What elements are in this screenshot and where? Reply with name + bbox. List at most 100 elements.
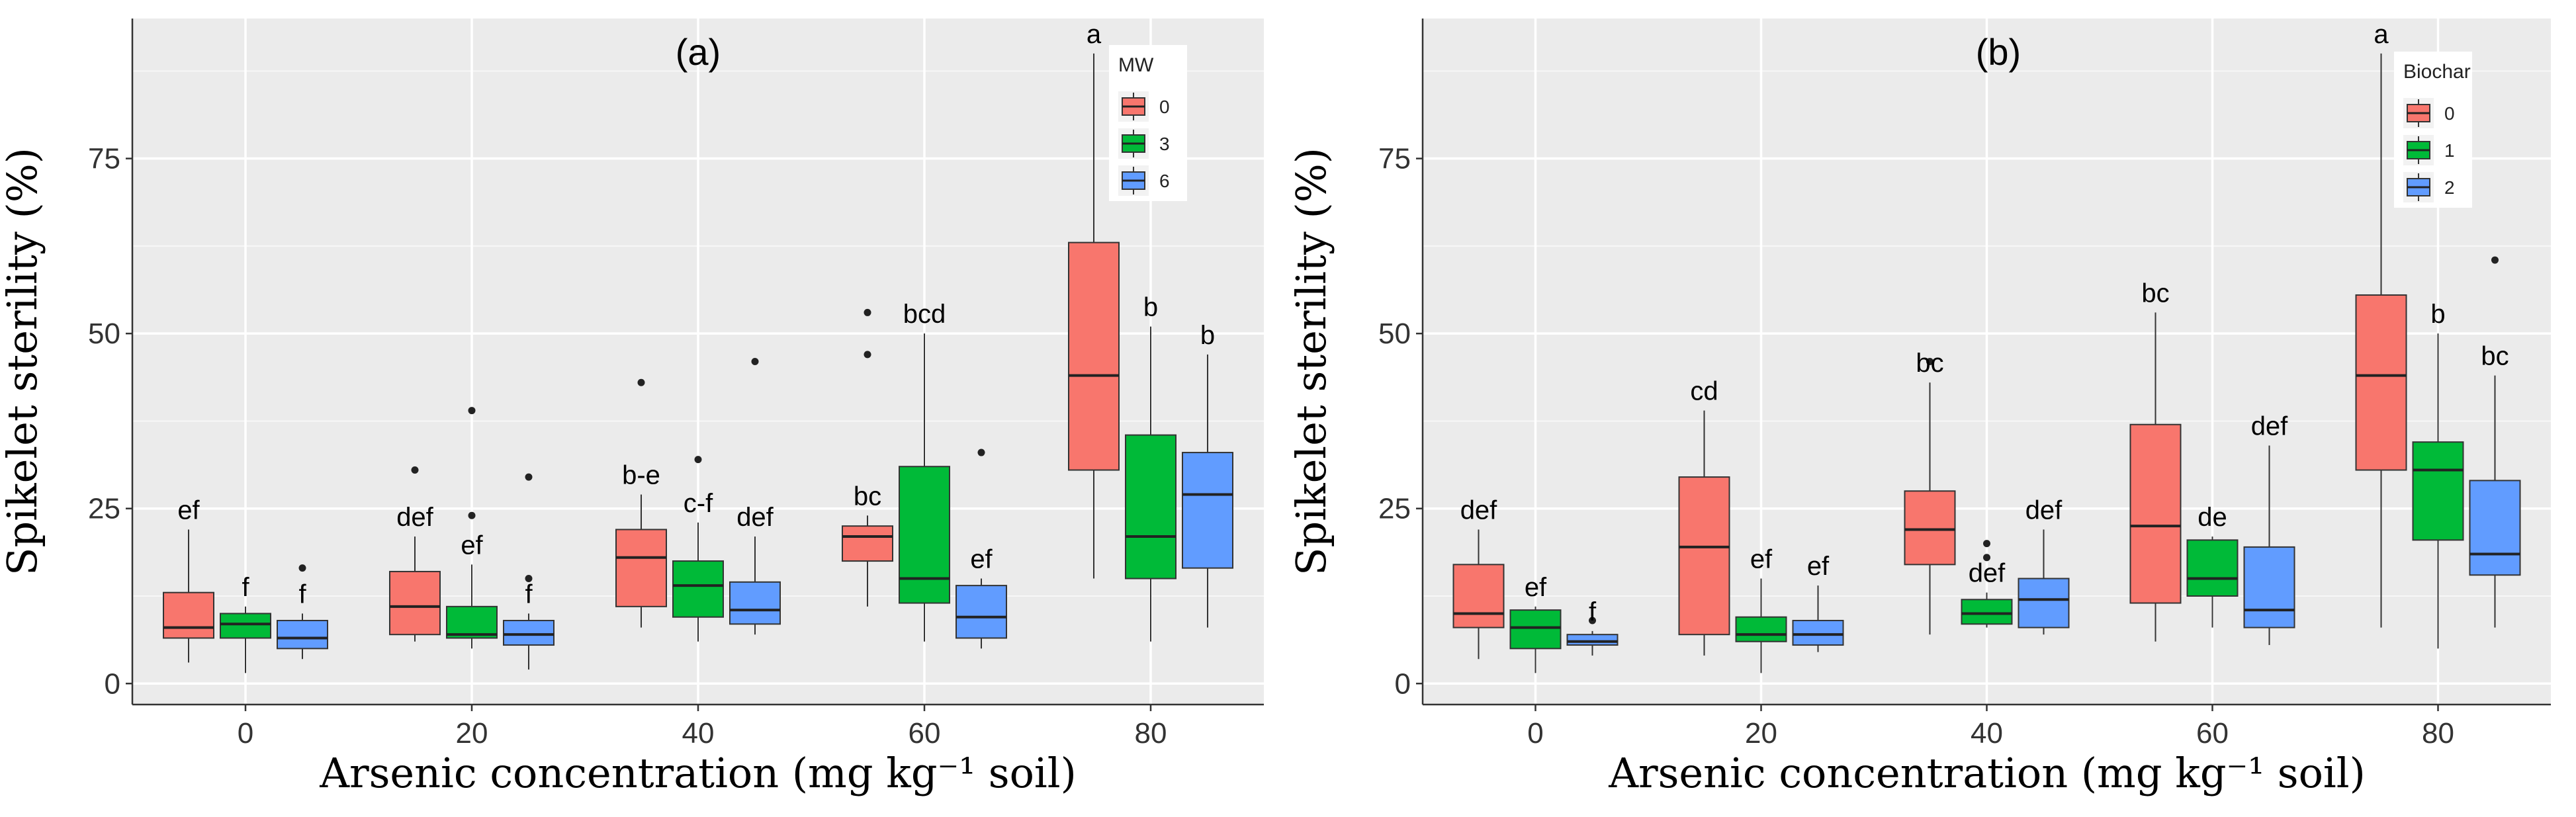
box-40-0: bc <box>1904 349 1956 635</box>
box-60-0: bc <box>2129 279 2182 642</box>
significance-label: f <box>242 573 249 602</box>
box-iqr <box>899 466 950 604</box>
y-tick-label: 50 <box>1378 318 1411 350</box>
box-iqr <box>2412 441 2464 541</box>
outlier-point <box>751 358 759 365</box>
outlier-point <box>525 473 533 481</box>
box-iqr <box>220 613 271 639</box>
legend-label: 1 <box>2444 140 2455 161</box>
significance-label: f <box>525 580 533 609</box>
outlier-point <box>298 564 306 572</box>
significance-label: b <box>1200 321 1215 350</box>
box-40-2: def <box>2018 495 2070 635</box>
box-iqr <box>2186 539 2239 597</box>
significance-label: bcd <box>903 300 946 329</box>
box-iqr <box>2355 294 2407 471</box>
significance-label: ef <box>1525 573 1547 602</box>
y-tick-label: 50 <box>88 318 120 350</box>
significance-label: def <box>736 503 774 532</box>
box-20-6: f <box>503 473 555 670</box>
box-20-0: cd <box>1678 377 1730 656</box>
significance-label: bc <box>2141 279 2169 308</box>
significance-label: a <box>1087 20 1102 49</box>
outlier-point <box>468 407 476 415</box>
box-iqr <box>1961 599 2013 625</box>
box-iqr <box>1904 490 1956 566</box>
significance-label: ef <box>970 545 993 574</box>
legend-label: 0 <box>2444 103 2455 124</box>
box-iqr <box>1509 609 1562 650</box>
significance-label: de <box>2198 503 2227 532</box>
box-60-2: def <box>2243 411 2295 646</box>
box-iqr <box>503 620 555 646</box>
y-axis-title: Spikelet sterility (%) <box>0 148 46 576</box>
box-80-0: a <box>2355 20 2407 628</box>
significance-label: bc <box>2481 342 2509 371</box>
x-tick-label: 60 <box>2196 717 2229 750</box>
box-iqr <box>1452 564 1505 628</box>
significance-label: b <box>1143 293 1158 322</box>
box-60-0: bc <box>842 308 893 607</box>
significance-label: bc <box>1916 349 1943 378</box>
box-60-3: bcd <box>899 300 950 642</box>
legend-title: Biochar <box>2403 61 2471 83</box>
box-iqr <box>672 560 724 618</box>
box-0-3: f <box>220 573 271 673</box>
legend: MW 0 3 6 <box>1109 45 1187 201</box>
box-iqr <box>389 570 441 636</box>
significance-label: ef <box>1750 545 1773 574</box>
outlier-point <box>2491 256 2499 264</box>
significance-label: f <box>298 580 306 609</box>
outlier-point <box>864 308 871 316</box>
box-60-1: de <box>2186 503 2239 628</box>
significance-label: b-e <box>622 461 660 490</box>
box-iqr <box>2469 480 2521 576</box>
y-tick-label: 25 <box>1378 493 1411 525</box>
box-iqr <box>1792 620 1844 646</box>
box-80-2: bc <box>2469 256 2521 628</box>
x-axis-title: Arsenic concentration (mg kg⁻¹ soil) <box>1608 749 2366 797</box>
box-80-0: a <box>1068 20 1120 579</box>
box-iqr <box>1678 476 1730 636</box>
box-iqr <box>277 620 328 650</box>
box-iqr <box>163 591 214 639</box>
box-40-6: def <box>729 358 781 635</box>
outlier-point <box>1926 358 1933 365</box>
significance-label: ef <box>177 495 200 525</box>
legend-label: 6 <box>1159 171 1170 191</box>
box-0-0: def <box>1452 495 1505 660</box>
box-20-3: ef <box>446 407 498 649</box>
significance-label: f <box>1589 597 1597 626</box>
box-iqr <box>729 581 781 625</box>
box-20-0: def <box>389 466 441 642</box>
panel-title: (a) <box>676 31 721 73</box>
x-tick-label: 60 <box>909 717 941 750</box>
significance-label: ef <box>461 531 483 560</box>
y-tick-label: 75 <box>1378 143 1411 175</box>
y-tick-label: 75 <box>88 143 120 175</box>
box-iqr <box>955 585 1007 639</box>
significance-label: bc <box>854 482 881 511</box>
box-iqr <box>2243 546 2295 628</box>
significance-label: cd <box>1690 377 1718 406</box>
x-tick-label: 20 <box>456 717 488 750</box>
outlier-point <box>1983 554 1990 562</box>
panel-title: (b) <box>1976 31 2021 73</box>
significance-label: def <box>1969 559 2006 588</box>
outlier-point <box>864 351 871 359</box>
legend-label: 2 <box>2444 177 2455 198</box>
significance-label: c-f <box>684 489 713 518</box>
legend: Biochar 0 1 2 <box>2394 52 2472 208</box>
x-axis-title: Arsenic concentration (mg kg⁻¹ soil) <box>319 749 1077 797</box>
x-tick-label: 80 <box>1135 717 1167 750</box>
legend-label: 0 <box>1159 97 1170 117</box>
box-80-1: b <box>2412 300 2464 649</box>
significance-label: def <box>1460 495 1497 525</box>
outlier-point <box>1983 540 1990 548</box>
box-iqr <box>2018 578 2070 628</box>
outlier-point <box>468 511 476 519</box>
box-40-1: def <box>1961 540 2013 628</box>
